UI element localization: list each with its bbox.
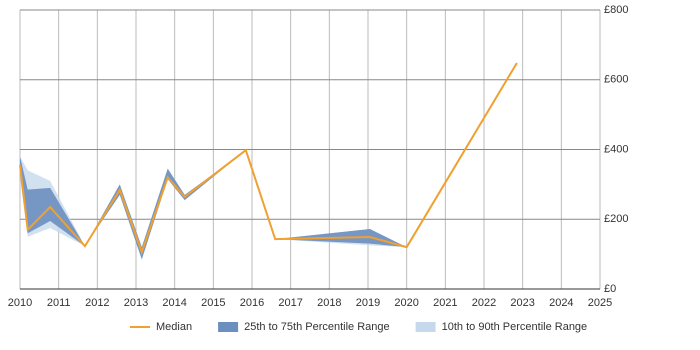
median-line xyxy=(19,62,518,256)
legend-label: 10th to 90th Percentile Range xyxy=(442,321,588,333)
x-tick-label: 2016 xyxy=(240,297,264,309)
y-tick-label: £400 xyxy=(604,143,628,155)
y-tick-label: £200 xyxy=(604,213,628,225)
x-tick-label: 2010 xyxy=(8,297,32,309)
y-tick-label: £600 xyxy=(604,74,628,86)
x-tick-label: 2013 xyxy=(124,297,148,309)
legend-label: 25th to 75th Percentile Range xyxy=(244,321,390,333)
legend-label: Median xyxy=(156,321,192,333)
x-tick-label: 2017 xyxy=(278,297,302,309)
legend-swatch xyxy=(218,322,239,332)
x-tick-label: 2014 xyxy=(162,297,186,309)
x-tick-label: 2023 xyxy=(510,297,534,309)
x-tick-label: 2024 xyxy=(549,297,573,309)
x-tick-label: 2019 xyxy=(356,297,380,309)
x-tick-label: 2025 xyxy=(588,297,612,309)
x-tick-label: 2020 xyxy=(394,297,418,309)
x-tick-label: 2021 xyxy=(433,297,457,309)
x-tick-label: 2022 xyxy=(472,297,496,309)
y-tick-label: £800 xyxy=(604,4,628,16)
x-tick-label: 2011 xyxy=(47,297,71,309)
y-tick-label: £0 xyxy=(604,283,616,295)
legend-swatch xyxy=(415,322,436,332)
x-tick-label: 2015 xyxy=(201,297,225,309)
x-tick-label: 2012 xyxy=(85,297,109,309)
x-tick-label: 2018 xyxy=(317,297,341,309)
